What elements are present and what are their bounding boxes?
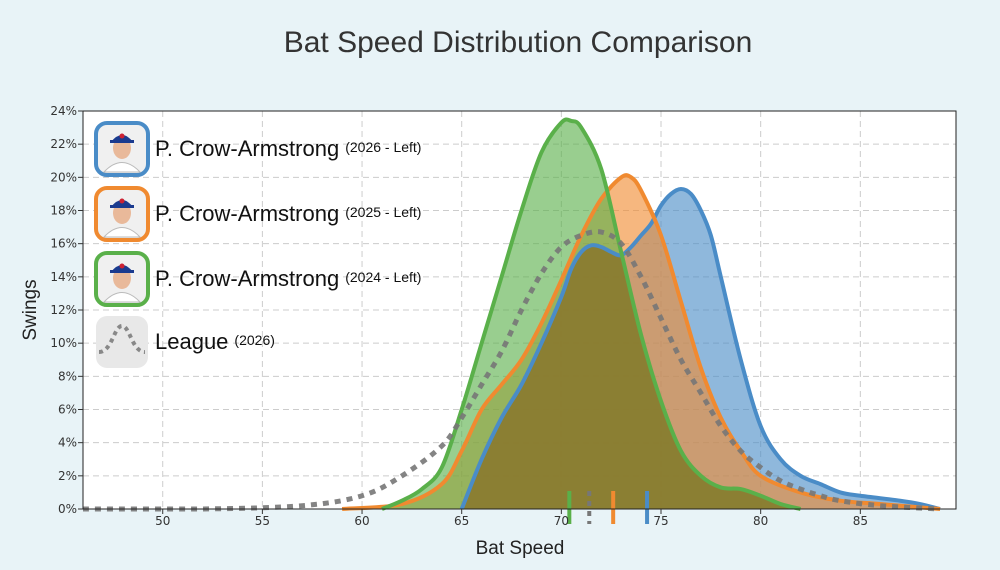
legend-season: (2026) [234,332,274,348]
y-tick-label: 24% [50,104,77,118]
legend-item-pca-2026[interactable]: P. Crow-Armstrong (2026 - Left) [94,121,421,177]
jersey-shape [102,292,142,303]
y-tick-label: 20% [50,170,77,184]
y-axis-ticks: 0% 2% 4% 6% 8% 10% 12% 14% 16% 18% 20% 22% 24% [50,104,83,516]
legend-season: (2026 - Left) [345,139,421,155]
player-headshot-icon [102,133,142,173]
chart-title: Bat Speed Distribution Comparison [284,26,753,59]
cap-brim [110,140,134,143]
x-tick-label: 75 [653,514,668,528]
cap-brim [110,205,134,208]
legend-item-pca-2024[interactable]: P. Crow-Armstrong (2024 - Left) [94,251,421,307]
y-tick-label: 2% [58,469,77,483]
x-axis-ticks: 50 55 60 65 70 75 80 85 [155,509,868,528]
legend-name: P. Crow-Armstrong [155,266,339,291]
x-axis-label: Bat Speed [476,538,565,559]
density-line-pca-2025 [341,173,941,511]
legend-season: (2025 - Left) [345,204,421,220]
player-headshot-icon [102,263,142,303]
y-axis-label: Swings [20,279,41,340]
legend-name: League [155,329,228,354]
cap-logo [119,133,125,139]
x-tick-label: 60 [354,514,369,528]
mean-markers [567,491,650,524]
y-tick-label: 0% [58,502,77,516]
player-headshot-icon [102,198,142,238]
cap-logo [119,198,125,204]
legend[interactable]: P. Crow-Armstrong (2026 - Left)P. Crow-Ar… [94,121,421,368]
density-line-pca-2026 [459,186,941,511]
y-tick-label: 18% [50,204,77,218]
x-tick-label: 85 [853,514,868,528]
legend-item-league-2026[interactable]: League (2026) [96,316,275,368]
density-lines [82,117,941,512]
y-tick-label: 12% [50,303,77,317]
x-tick-label: 80 [753,514,768,528]
y-tick-label: 22% [50,137,77,151]
y-tick-label: 4% [58,436,77,450]
legend-name: P. Crow-Armstrong [155,136,339,161]
cap-brim [110,270,134,273]
y-tick-label: 10% [50,336,77,350]
x-tick-label: 65 [454,514,469,528]
cap-logo [119,263,125,269]
legend-name: P. Crow-Armstrong [155,201,339,226]
legend-item-pca-2025[interactable]: P. Crow-Armstrong (2025 - Left) [94,186,421,242]
x-tick-label: 50 [155,514,170,528]
y-tick-label: 6% [58,403,77,417]
league-dotted-curve-icon [98,323,146,354]
jersey-shape [102,162,142,173]
jersey-shape [102,227,142,238]
density-line-league-2026 [82,229,941,512]
x-tick-label: 55 [255,514,270,528]
legend-season: (2024 - Left) [345,269,421,285]
y-tick-label: 14% [50,270,77,284]
x-tick-label: 70 [554,514,569,528]
y-tick-label: 8% [58,369,77,383]
y-tick-label: 16% [50,237,77,251]
legend-swatch [96,316,148,368]
